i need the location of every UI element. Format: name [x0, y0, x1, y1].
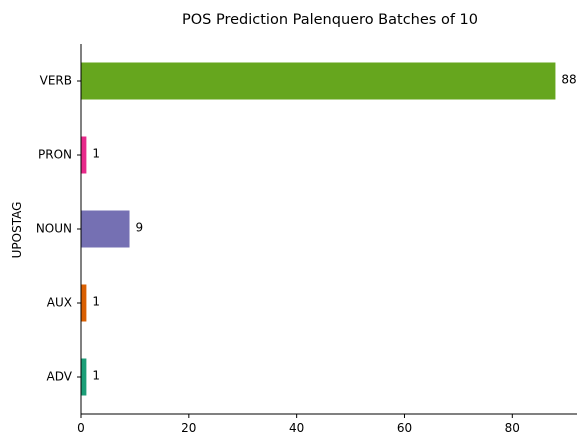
x-tick-label-20: 20	[181, 421, 196, 435]
y-axis-label: UPOSTAG	[10, 202, 24, 259]
y-tick-label-adv: ADV	[47, 370, 73, 384]
value-label-aux: 1	[92, 295, 100, 309]
chart-title: POS Prediction Palenquero Batches of 10	[182, 12, 478, 28]
value-label-noun: 9	[136, 221, 144, 235]
value-label-adv: 1	[92, 369, 100, 383]
bar-adv	[81, 358, 87, 396]
value-labels-group: 88 1 9 1 1	[92, 73, 576, 383]
x-tick-label-60: 60	[397, 421, 412, 435]
bar-pron	[81, 136, 87, 174]
y-tick-label-aux: AUX	[47, 296, 72, 310]
y-tick-label-pron: PRON	[38, 148, 72, 162]
value-label-pron: 1	[92, 147, 100, 161]
bars-group	[81, 62, 556, 396]
value-label-verb: 88	[561, 73, 576, 87]
y-ticks-group: VERB PRON NOUN AUX ADV	[36, 74, 81, 384]
bar-verb	[81, 62, 556, 100]
bar-noun	[81, 210, 130, 248]
y-tick-label-noun: NOUN	[36, 222, 72, 236]
x-tick-label-40: 40	[289, 421, 304, 435]
bar-aux	[81, 284, 87, 322]
y-tick-label-verb: VERB	[40, 74, 72, 88]
x-tick-label-0: 0	[77, 421, 85, 435]
x-tick-label-80: 80	[505, 421, 520, 435]
x-ticks-group: 0 20 40 60 80	[77, 414, 520, 435]
